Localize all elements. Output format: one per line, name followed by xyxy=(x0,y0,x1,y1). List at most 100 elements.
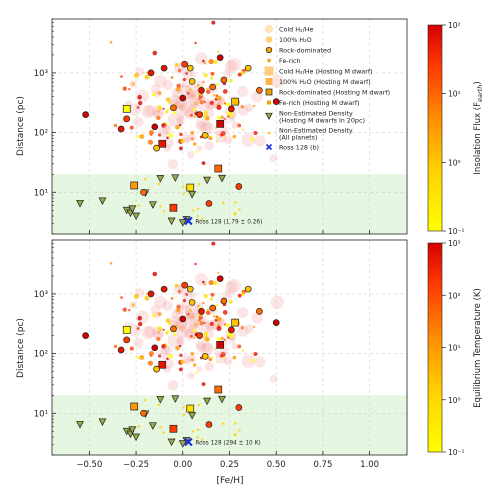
background-point xyxy=(189,98,200,109)
legend-entry: 100% H₂O (Hosting M dwarf) xyxy=(265,78,371,86)
background-point xyxy=(270,295,284,309)
background-point xyxy=(195,150,198,154)
background-point xyxy=(144,74,150,80)
legend-label: Rock-dominated (Hosting M dwarf) xyxy=(279,89,390,97)
background-point xyxy=(137,94,142,100)
background-point xyxy=(216,105,222,110)
background-point xyxy=(120,75,123,78)
background-point xyxy=(222,89,228,94)
grid-bottom xyxy=(52,240,407,455)
background-point xyxy=(137,425,141,428)
circle-point xyxy=(153,144,160,152)
background-point xyxy=(167,108,170,111)
background-point xyxy=(133,293,140,299)
legend-label: Rock-dominated xyxy=(279,47,331,55)
background-point xyxy=(156,336,161,342)
background-point xyxy=(270,74,284,88)
background-point xyxy=(250,358,255,363)
background-point xyxy=(240,292,245,296)
legend-entry: Non-Estimated Density(All planets) xyxy=(267,127,353,142)
background-point xyxy=(177,68,182,73)
triangle-point xyxy=(188,191,197,199)
background-point xyxy=(137,204,141,207)
background-point xyxy=(202,301,205,305)
legend-entry: Fe-rich xyxy=(267,57,301,65)
background-point xyxy=(175,319,187,331)
background-point xyxy=(202,59,205,63)
circle-point xyxy=(186,64,194,72)
triangle-point xyxy=(128,205,137,213)
ross-128-label: Ross 128 (1.79 ± 0.26) xyxy=(195,220,262,226)
background-point xyxy=(178,367,183,372)
x-tick-label: −0.50 xyxy=(76,460,102,470)
background-point xyxy=(194,41,197,45)
background-point xyxy=(181,301,189,309)
colorbar-top-label: Insolation Flux (Fearth) xyxy=(473,81,484,174)
background-point xyxy=(252,325,256,329)
background-point xyxy=(190,315,195,319)
circle-point xyxy=(209,304,217,312)
circle-point xyxy=(82,111,89,118)
background-point xyxy=(206,89,211,95)
background-point xyxy=(252,104,256,108)
background-point xyxy=(153,311,161,319)
circle-point xyxy=(235,183,243,190)
square-point xyxy=(130,402,139,411)
background-point xyxy=(241,133,256,147)
legend-marker xyxy=(265,143,273,151)
background-point xyxy=(200,342,215,356)
background-point xyxy=(203,62,207,65)
circle-point xyxy=(256,308,263,315)
x-tick-label: 0.50 xyxy=(267,460,286,470)
circle-point xyxy=(179,315,187,323)
circle-point xyxy=(228,105,235,113)
background-point xyxy=(212,93,216,97)
background-point xyxy=(141,105,155,119)
ross-128-label: Ross 128 (294 ± 10 K) xyxy=(195,441,260,447)
background-point xyxy=(173,332,177,336)
background-point xyxy=(157,331,160,334)
background-point xyxy=(206,310,211,316)
background-point xyxy=(210,71,215,76)
circle-point xyxy=(196,332,203,339)
circle-point xyxy=(170,104,177,112)
background-point xyxy=(229,116,236,123)
background-point xyxy=(175,104,189,117)
background-point xyxy=(191,430,194,433)
background-point xyxy=(228,78,233,83)
background-point xyxy=(184,329,196,341)
background-point xyxy=(216,326,222,331)
background-point xyxy=(182,133,191,143)
triangle-point xyxy=(76,421,85,429)
square-point xyxy=(186,404,195,413)
background-point xyxy=(182,354,191,364)
circle-point xyxy=(117,346,125,354)
colorbar-top-ticks: 10⁻¹ 10⁰ 10¹ 10² xyxy=(442,21,465,236)
triangle-point xyxy=(148,422,157,430)
square-point xyxy=(186,183,195,192)
background-point xyxy=(180,138,185,144)
colorbar-tick-label: 10⁰ xyxy=(448,158,461,167)
background-point xyxy=(152,271,158,277)
background-point xyxy=(183,291,193,301)
background-point xyxy=(197,313,200,316)
background-point xyxy=(133,337,144,348)
background-point xyxy=(122,86,127,91)
background-point xyxy=(129,125,134,130)
background-point xyxy=(237,344,242,349)
background-point xyxy=(175,98,187,110)
ross-128-marker xyxy=(184,437,193,447)
legend-label: Ross 128 (b) xyxy=(279,144,319,152)
background-point xyxy=(224,281,238,294)
background-point xyxy=(179,132,183,137)
background-point xyxy=(214,350,221,357)
highlight-top: Ross 128 (1.79 ± 0.26) xyxy=(184,216,262,226)
background-point xyxy=(150,84,161,95)
circle-point xyxy=(160,64,168,72)
background-point xyxy=(228,299,233,304)
marks-bottom xyxy=(76,275,280,448)
background-point xyxy=(183,358,191,365)
circle-point xyxy=(170,325,177,333)
circle-point xyxy=(220,76,228,84)
background-point xyxy=(176,336,186,346)
